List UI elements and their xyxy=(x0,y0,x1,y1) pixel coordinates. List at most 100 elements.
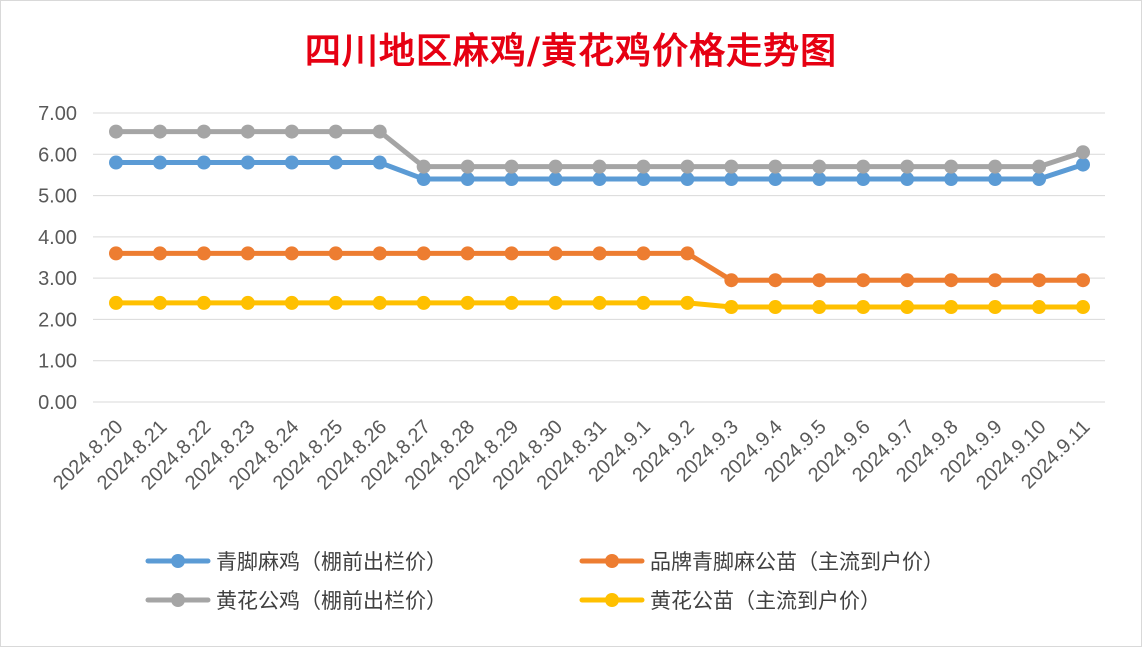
data-point xyxy=(196,124,211,139)
legend-item: 品牌青脚麻公苗（主流到户价） xyxy=(579,550,944,574)
legend-marker xyxy=(171,593,185,607)
data-point xyxy=(1076,273,1090,288)
data-point xyxy=(592,295,607,310)
data-point xyxy=(1032,159,1047,174)
data-point xyxy=(109,246,123,261)
y-tick-label: 7.00 xyxy=(38,103,77,125)
data-point xyxy=(768,172,783,187)
series-3 xyxy=(109,295,1090,315)
y-tick-label: 0.00 xyxy=(38,392,77,414)
legend-item: 黄花公苗（主流到户价） xyxy=(579,589,881,613)
legend-marker xyxy=(171,554,185,568)
data-point xyxy=(988,159,1003,174)
data-point xyxy=(504,246,519,261)
data-point xyxy=(504,159,519,174)
legend-label: 品牌青脚麻公苗（主流到户价） xyxy=(650,550,944,574)
data-point xyxy=(240,246,255,261)
data-point xyxy=(1076,157,1090,172)
data-point xyxy=(196,246,211,261)
data-point xyxy=(944,159,959,174)
data-point xyxy=(284,295,299,310)
data-point xyxy=(152,295,167,310)
data-point xyxy=(1076,300,1090,315)
data-point xyxy=(724,172,739,187)
y-tick-label: 4.00 xyxy=(38,227,77,249)
data-point xyxy=(768,300,783,315)
data-point xyxy=(812,172,827,187)
legend-marker xyxy=(605,554,619,568)
data-point xyxy=(548,172,563,187)
data-point xyxy=(988,300,1003,315)
data-point xyxy=(900,300,915,315)
data-point xyxy=(460,246,475,261)
data-point xyxy=(328,124,343,139)
legend-label: 黄花公鸡（棚前出栏价） xyxy=(216,589,447,613)
data-point xyxy=(856,172,871,187)
data-point xyxy=(768,159,783,174)
data-point xyxy=(944,172,959,187)
data-point xyxy=(460,295,475,310)
data-point xyxy=(724,273,739,288)
data-point xyxy=(152,246,167,261)
legend-marker xyxy=(605,593,619,607)
data-point xyxy=(328,295,343,310)
data-point xyxy=(1032,273,1047,288)
data-point xyxy=(109,124,123,139)
data-point xyxy=(680,295,695,310)
data-point xyxy=(548,159,563,174)
data-point xyxy=(372,295,387,310)
data-point xyxy=(196,295,211,310)
y-tick-label: 3.00 xyxy=(38,268,77,290)
data-point xyxy=(636,295,651,310)
legend-label: 青脚麻鸡（棚前出栏价） xyxy=(216,550,447,574)
data-point xyxy=(284,246,299,261)
data-point xyxy=(988,172,1003,187)
chart-title: 四川地区麻鸡/黄花鸡价格走势图 xyxy=(304,30,838,72)
data-point xyxy=(856,273,871,288)
series-1 xyxy=(109,246,1090,288)
data-point xyxy=(1076,145,1090,160)
data-point xyxy=(372,246,387,261)
data-point xyxy=(416,295,431,310)
data-point xyxy=(284,124,299,139)
data-point xyxy=(636,246,651,261)
data-point xyxy=(900,159,915,174)
data-point xyxy=(900,172,915,187)
data-point xyxy=(856,300,871,315)
legend-item: 黄花公鸡（棚前出栏价） xyxy=(145,589,447,613)
data-point xyxy=(1032,300,1047,315)
data-point xyxy=(372,155,387,170)
y-tick-label: 2.00 xyxy=(38,309,77,331)
legend-item: 青脚麻鸡（棚前出栏价） xyxy=(145,550,447,574)
data-point xyxy=(460,159,475,174)
data-point xyxy=(416,246,431,261)
data-point xyxy=(592,172,607,187)
data-point xyxy=(856,159,871,174)
data-point xyxy=(724,159,739,174)
data-point xyxy=(328,155,343,170)
data-point xyxy=(152,155,167,170)
data-point xyxy=(240,124,255,139)
data-point xyxy=(109,295,123,310)
data-point xyxy=(988,273,1003,288)
data-point xyxy=(724,300,739,315)
data-point xyxy=(636,159,651,174)
legend-label: 黄花公苗（主流到户价） xyxy=(650,589,881,613)
data-point xyxy=(504,172,519,187)
data-point xyxy=(504,295,519,310)
data-point xyxy=(592,159,607,174)
data-point xyxy=(548,295,563,310)
data-point xyxy=(812,300,827,315)
data-point xyxy=(1032,172,1047,187)
data-point xyxy=(944,273,959,288)
data-point xyxy=(328,246,343,261)
data-point xyxy=(548,246,563,261)
data-point xyxy=(372,124,387,139)
data-point xyxy=(284,155,299,170)
data-point xyxy=(240,155,255,170)
data-point xyxy=(944,300,959,315)
data-point xyxy=(460,172,475,187)
data-point xyxy=(680,159,695,174)
data-point xyxy=(636,172,651,187)
data-point xyxy=(240,295,255,310)
